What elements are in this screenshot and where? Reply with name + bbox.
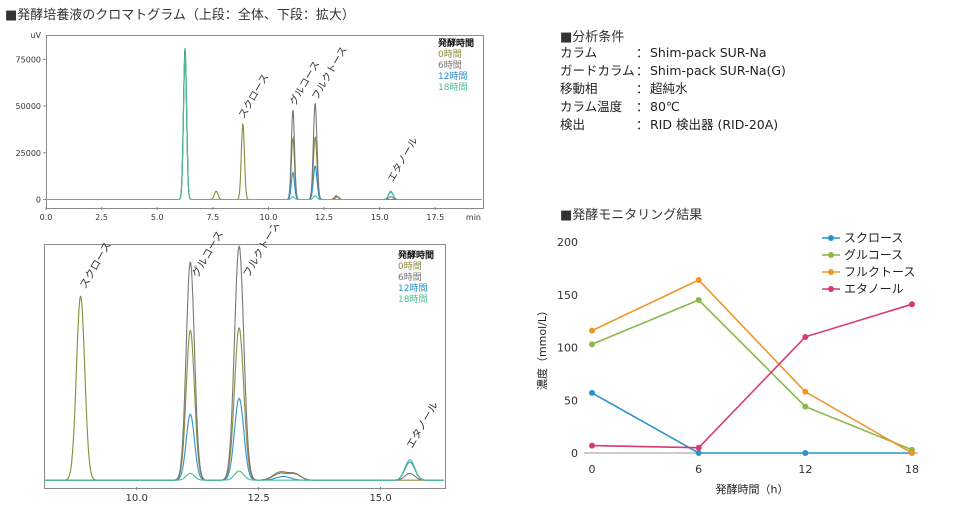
peak-label: エタノール (404, 400, 440, 451)
data-point (589, 341, 595, 348)
data-point (802, 388, 809, 395)
data-point (909, 301, 915, 308)
monitoring-line-chart: 0 50 100 150 200 0 6 12 18 発酵時間（h） 濃度（mmol/L） スクロース… (535, 231, 919, 496)
legend-item: 6時間 (398, 272, 422, 283)
legend-label: エタノール (844, 282, 904, 296)
condition-row: 移動相：超純水 (560, 81, 688, 96)
legend-title: 発酵時間 (397, 249, 434, 261)
x-tick-label: 2.5 (95, 213, 108, 222)
peak-label: フルクトース (241, 225, 283, 280)
legend-marker (828, 252, 834, 258)
x-tick-label: 7.5 (206, 213, 219, 222)
x-tick-label: 12 (798, 463, 812, 476)
trace-18時間 (44, 459, 444, 481)
y-tick-label: 75000 (16, 55, 41, 64)
condition-row: カラム： Shim-pack SUR-Na (560, 45, 767, 60)
y-tick-label: 50000 (16, 102, 41, 111)
data-point (695, 444, 702, 451)
x-tick-label: 10.0 (260, 213, 278, 222)
peak-label: エタノール (385, 135, 420, 184)
legend-item: 18時間 (398, 294, 427, 305)
trace-6時間 (44, 244, 444, 481)
data-point (589, 389, 595, 396)
y-tick-label: 50 (564, 394, 578, 407)
top-chromatogram: 0.0 2.5 5.0 7.5 10.0 12.5 15.0 17.5 min 0 25000 500… (16, 31, 482, 222)
x-tick-label: 12.5 (248, 493, 270, 504)
data-point (802, 403, 809, 410)
y-tick-label: 150 (557, 289, 578, 302)
legend-label: スクロース (844, 231, 903, 245)
x-tick-label: 18 (905, 463, 919, 476)
series-line-スクロース (591, 392, 912, 454)
y-axis-label: 濃度（mmol/L） (535, 305, 549, 390)
series-line-フルクトース (591, 279, 913, 454)
legend-item: 6時間 (438, 60, 462, 71)
condition-row: 検出： RID 検出器 (RID-20A) (560, 117, 779, 132)
y-tick-label: 0 (571, 447, 578, 460)
data-point (909, 450, 915, 456)
x-tick-label: 17.5 (426, 213, 444, 222)
x-tick-label: 5.0 (151, 213, 164, 222)
monitoring-heading: ■発酵モニタリング結果 (560, 208, 703, 223)
condition-row: カラム温度： 80℃ (560, 99, 680, 114)
conditions-table: カラム： Shim-pack SUR-Na ガードカラム： Shim-pack SU… (560, 44, 786, 134)
page-title: ■発酵培養液のクロマトグラム（上段：全体、下段：拡大） (5, 8, 355, 23)
legend-label: フルクトース (844, 265, 915, 279)
data-point (589, 327, 595, 334)
y-tick-label: 200 (557, 236, 578, 249)
data-point (695, 297, 702, 304)
legend-item: 0時間 (398, 261, 422, 272)
data-point (802, 333, 809, 340)
y-tick-label: 100 (557, 342, 578, 355)
data-point (802, 450, 809, 456)
x-tick-label: 10.0 (126, 493, 148, 504)
legend-marker (828, 269, 834, 275)
x-tick-label: 12.5 (315, 213, 333, 222)
legend-item: 12時間 (438, 71, 467, 82)
legend-marker (828, 286, 834, 292)
trace-12時間 (44, 397, 444, 481)
trace-0時間 (46, 48, 482, 201)
x-tick-label: 15.0 (371, 213, 389, 222)
y-tick-label: 0 (36, 196, 41, 205)
legend-item: 12時間 (398, 283, 427, 294)
peak-label: スクロース (78, 240, 114, 291)
x-tick-label: 15.0 (369, 493, 391, 504)
x-tick-label: 6 (695, 463, 702, 476)
peak-label: スクロース (236, 72, 271, 121)
x-unit-label: min (466, 213, 481, 222)
legend-item: 0時間 (438, 49, 462, 60)
conditions-heading: ■分析条件 (560, 30, 625, 45)
series-line-グルコース (591, 299, 913, 451)
data-point (695, 450, 702, 456)
series-line-エタノール (591, 303, 913, 449)
trace-0時間 (44, 295, 444, 481)
x-tick-label: 0.0 (40, 213, 53, 222)
trace-12時間 (46, 49, 482, 201)
trace-18時間 (46, 53, 482, 201)
condition-row: ガードカラム： Shim-pack SUR-Na(G) (560, 63, 786, 78)
legend-marker (828, 235, 834, 241)
data-point (589, 442, 595, 449)
x-axis-label: 発酵時間（h） (716, 482, 789, 496)
x-tick-label: 0 (589, 463, 596, 476)
top-chromatogram-frame (46, 35, 484, 209)
y-tick-label: 25000 (16, 149, 41, 158)
y-unit-label: uV (30, 31, 41, 40)
peak-label: グルコース (189, 228, 226, 279)
legend-label: グルコース (844, 248, 903, 262)
data-point (695, 276, 702, 283)
legend-item: 18時間 (438, 82, 467, 93)
legend-title: 発酵時間 (437, 37, 474, 49)
